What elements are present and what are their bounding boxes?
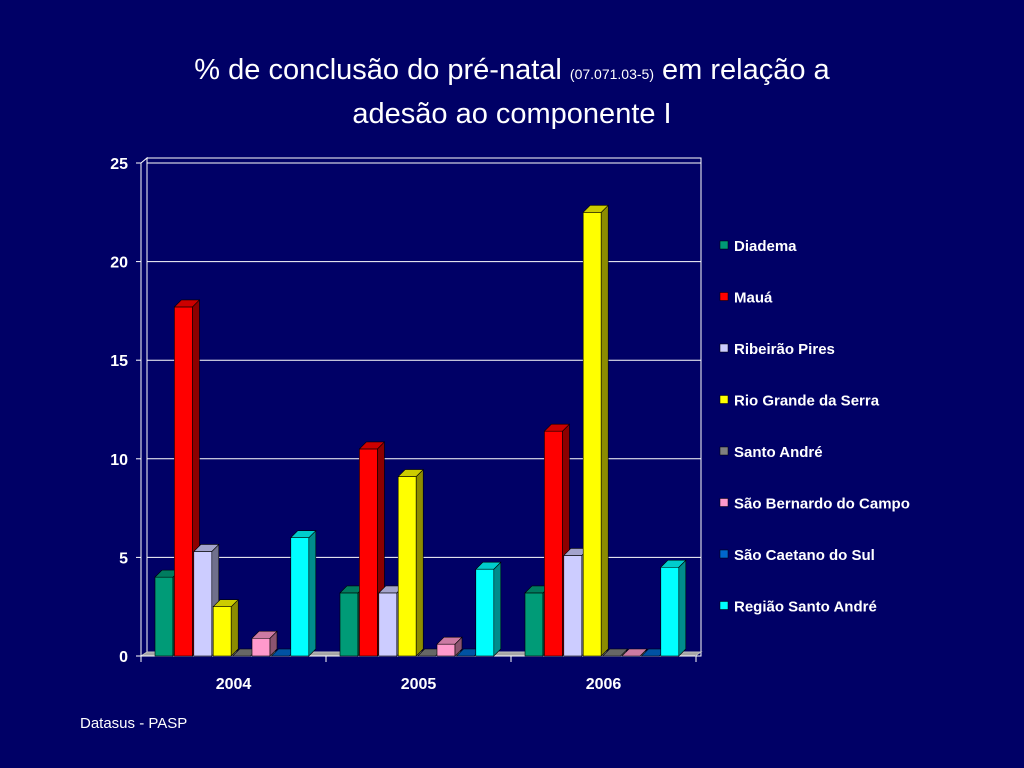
legend-swatch [719, 498, 729, 507]
title-line2: adesão ao componente I [352, 98, 672, 130]
legend-swatch [719, 343, 729, 353]
title-code: (07.071.03-5) [569, 66, 654, 82]
bar [290, 529, 317, 657]
y-tick-label: 25 [110, 156, 128, 173]
legend-label: Diadema [734, 238, 797, 255]
x-tick-label: 2005 [401, 676, 437, 693]
legend-label: Mauá [734, 290, 773, 307]
legend-label: São Bernardo do Campo [734, 496, 910, 513]
legend-swatch [719, 240, 729, 250]
y-tick-label: 20 [110, 255, 128, 272]
bar [436, 636, 463, 657]
legend-swatch [719, 292, 729, 301]
side-wall [140, 156, 148, 657]
legend-swatch [719, 395, 729, 404]
y-tick-label: 0 [119, 649, 128, 666]
x-tick-label: 2004 [216, 676, 252, 693]
legend-label: Santo André [734, 444, 823, 461]
legend-label: São Caetano do Sul [734, 547, 875, 564]
chart-title: % de conclusão do pré-natal (07.071.03-5… [0, 50, 1024, 134]
legend-label: Rio Grande da Serra [734, 393, 880, 410]
plot-area [146, 157, 702, 657]
legend-swatch [719, 549, 729, 559]
bar [660, 559, 687, 657]
y-tick-label: 10 [110, 452, 128, 469]
legend-label: Região Santo André [734, 599, 877, 616]
source-note: Datasus - PASP [80, 715, 188, 732]
legend-label: Ribeirão Pires [734, 341, 835, 358]
x-tick-label: 2006 [586, 676, 622, 693]
bar [475, 561, 502, 657]
legend-swatch [719, 601, 729, 610]
bar [212, 598, 239, 657]
bar [621, 648, 648, 657]
title-part2: em relação a [662, 54, 830, 86]
bar [251, 630, 278, 657]
legend-swatch [719, 446, 729, 456]
bar [601, 648, 629, 657]
bar [397, 468, 424, 657]
bar [582, 204, 609, 657]
title-part1: % de conclusão do pré-natal [194, 54, 562, 86]
y-tick-label: 5 [119, 550, 128, 567]
y-tick-label: 15 [110, 353, 128, 370]
